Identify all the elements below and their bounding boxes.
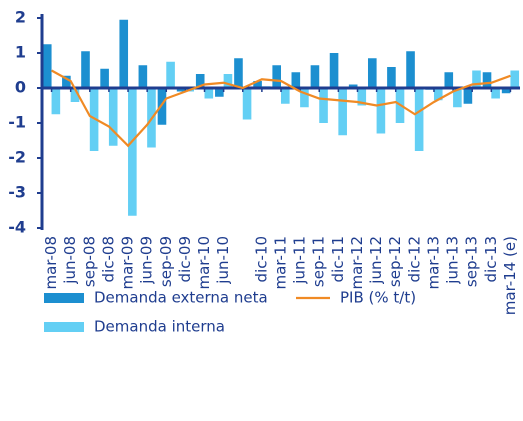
bar: [463, 88, 473, 104]
bar: [242, 88, 252, 120]
x-tick-label: sep-12: [386, 236, 404, 287]
bar: [310, 65, 320, 88]
bar: [100, 68, 109, 88]
bar: [195, 74, 205, 88]
legend-label: Demanda externa neta: [94, 289, 268, 307]
bar: [348, 84, 358, 88]
bar: [482, 72, 492, 88]
x-tick-label: dic-13: [482, 236, 500, 282]
bar: [329, 53, 339, 88]
bar: [472, 70, 481, 88]
bar: [119, 19, 129, 88]
x-tick-label: jun-08: [61, 236, 79, 285]
x-tick-label: mar-08: [42, 236, 60, 290]
bar: [215, 88, 224, 97]
x-tick-label: dic-12: [405, 236, 423, 282]
x-tick-label: mar-10: [195, 236, 213, 290]
bar: [166, 61, 175, 88]
bar: [357, 88, 367, 106]
bar: [128, 88, 137, 216]
bar: [338, 88, 347, 136]
x-tick-label: dic-10: [252, 236, 270, 282]
x-tick-label: jun-10: [214, 236, 232, 285]
line: [51, 69, 511, 148]
x-tick-label: jun-13: [444, 236, 462, 285]
x-tick-label: mar-09: [119, 236, 137, 290]
x-tick-label: jun-12: [367, 236, 385, 285]
legend-swatch: [44, 322, 84, 332]
bar: [414, 88, 424, 151]
legend-swatch: [44, 293, 84, 303]
bar: [157, 88, 167, 125]
x-tick-label: sep-11: [310, 236, 328, 287]
legend-label: PIB (% t/t): [340, 289, 416, 307]
bar: [62, 75, 71, 88]
y-tick-label: -2: [8, 148, 26, 167]
x-tick-label: dic-08: [99, 236, 117, 282]
bar: [51, 88, 61, 115]
y-tick-label: -1: [8, 113, 26, 132]
bar: [406, 51, 415, 88]
bar: [510, 70, 520, 88]
x-tick-label: mar-13: [424, 236, 442, 290]
bar: [291, 72, 301, 88]
bar: [491, 88, 500, 99]
x-tick-label: sep-13: [463, 236, 481, 287]
bar: [367, 58, 377, 88]
x-tick-label: dic-09: [176, 236, 194, 282]
bar: [234, 58, 243, 88]
bar: [376, 88, 386, 134]
bar: [223, 74, 233, 88]
x-tick-label: mar-14 (e): [501, 236, 519, 315]
bar: [300, 88, 309, 108]
x-tick-label: mar-12: [348, 236, 366, 290]
x-tick-label: jun-09: [138, 236, 156, 285]
bar: [272, 65, 281, 88]
x-tick-label: mar-11: [272, 236, 290, 290]
bar: [176, 88, 186, 92]
bar: [253, 81, 262, 88]
bar: [433, 88, 443, 101]
x-tick-label: sep-08: [80, 236, 98, 287]
bar: [319, 88, 328, 123]
x-tick-label: jun-11: [291, 236, 309, 285]
y-tick-label: 1: [15, 43, 26, 62]
bar: [138, 65, 148, 88]
x-tick-label: sep-09: [157, 236, 175, 287]
y-tick-label: 2: [15, 8, 26, 27]
bar: [70, 88, 80, 102]
bar: [444, 72, 454, 88]
y-tick-label: -4: [8, 218, 26, 237]
x-tick-label: dic-11: [329, 236, 347, 282]
bar: [108, 88, 118, 146]
y-tick-label: -3: [8, 183, 26, 202]
bar: [281, 88, 290, 104]
legend-label: Demanda interna: [94, 318, 225, 336]
bar: [453, 88, 462, 108]
y-tick-label: 0: [15, 78, 26, 97]
bar: [204, 88, 214, 99]
bar: [42, 44, 52, 88]
bar: [501, 88, 511, 94]
bar: [387, 67, 396, 88]
bar: [81, 51, 90, 88]
